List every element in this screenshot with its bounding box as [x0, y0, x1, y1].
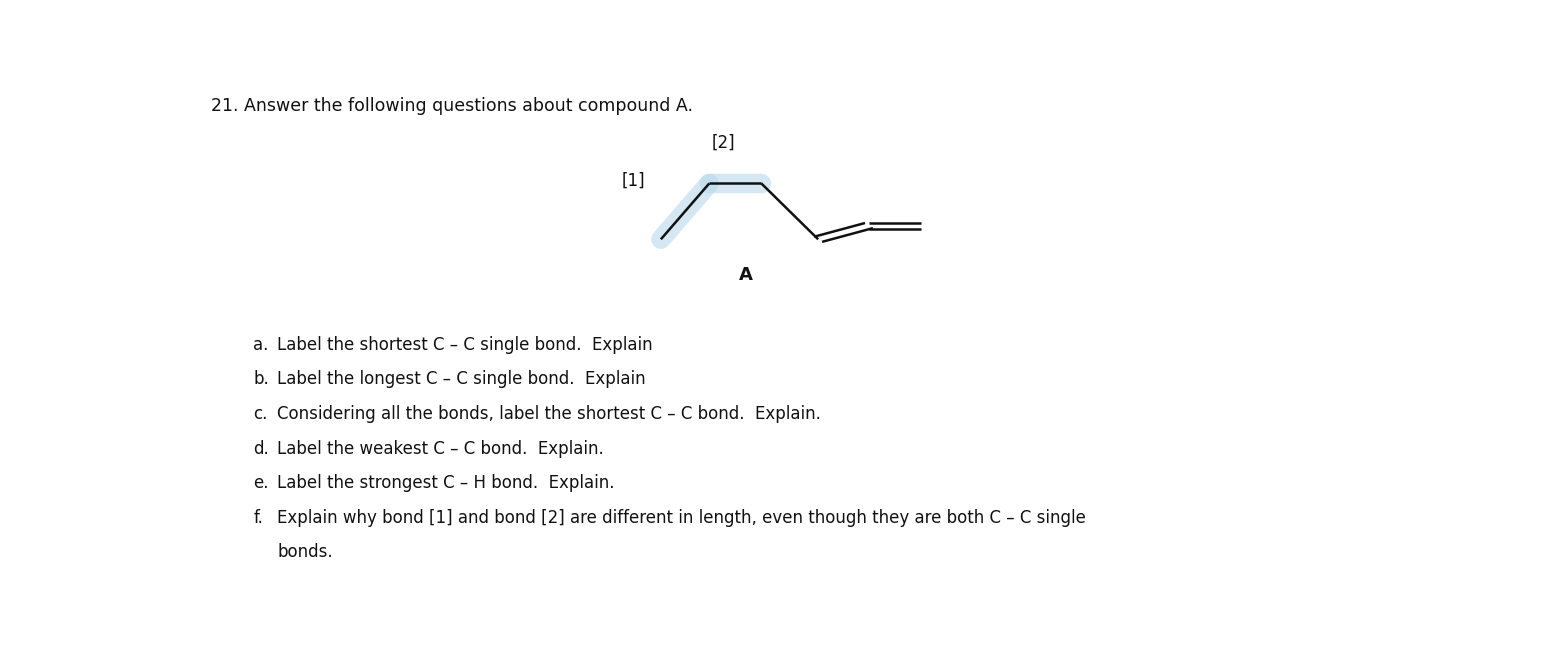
Text: d.: d. [253, 440, 268, 457]
Text: c.: c. [253, 405, 267, 423]
Text: [2]: [2] [712, 134, 735, 152]
Text: Label the longest C – C single bond.  Explain: Label the longest C – C single bond. Exp… [278, 370, 646, 388]
Text: Label the strongest C – H bond.  Explain.: Label the strongest C – H bond. Explain. [278, 474, 615, 492]
Text: a.: a. [253, 336, 268, 354]
Text: e.: e. [253, 474, 268, 492]
Text: 21. Answer the following questions about compound A.: 21. Answer the following questions about… [211, 97, 693, 115]
Text: Explain why bond [1] and bond [2] are different in length, even though they are : Explain why bond [1] and bond [2] are di… [278, 509, 1086, 527]
Text: b.: b. [253, 370, 268, 388]
Text: [1]: [1] [621, 172, 645, 190]
Text: Considering all the bonds, label the shortest C – C bond.  Explain.: Considering all the bonds, label the sho… [278, 405, 821, 423]
Text: Label the weakest C – C bond.  Explain.: Label the weakest C – C bond. Explain. [278, 440, 604, 457]
Text: bonds.: bonds. [278, 543, 332, 561]
Text: f.: f. [253, 509, 264, 527]
Text: Label the shortest C – C single bond.  Explain: Label the shortest C – C single bond. Ex… [278, 336, 652, 354]
Text: A: A [738, 266, 752, 284]
